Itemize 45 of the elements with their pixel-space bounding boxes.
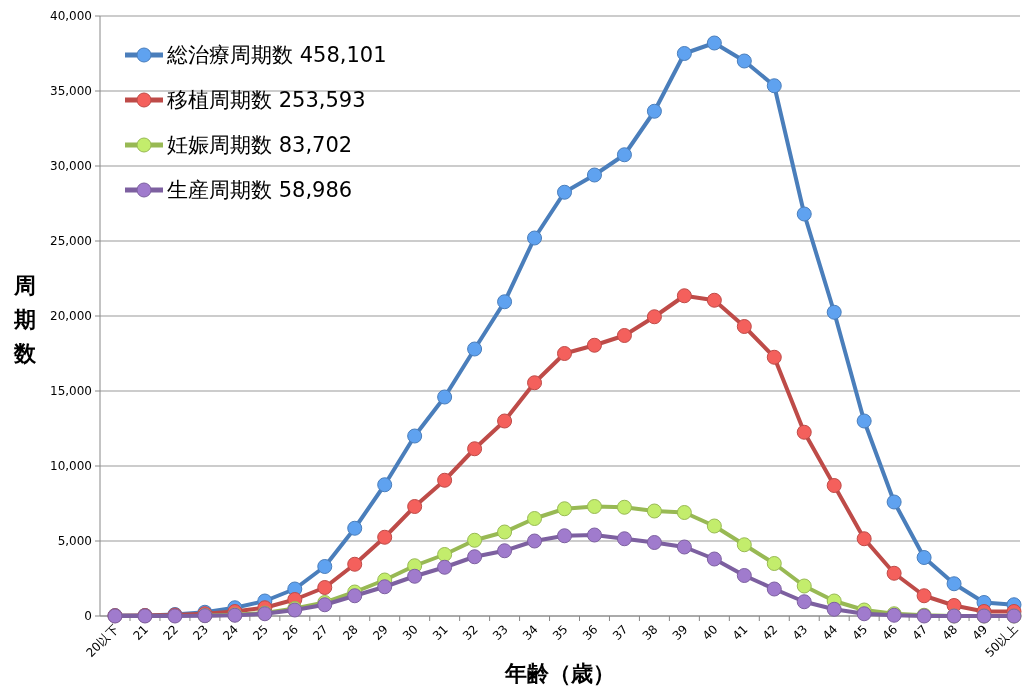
x-tick-label: 22 [160,622,182,643]
legend-label: 移植周期数 253,593 [167,88,366,113]
x-tick-label: 33 [489,622,511,643]
legend-label: 妊娠周期数 83,702 [167,133,353,158]
x-tick-label: 25 [250,622,271,643]
x-tick-label: 45 [849,622,871,643]
x-tick-label: 44 [819,622,841,643]
y-tick-label: 5,000 [57,534,92,549]
x-tick-label: 48 [939,622,961,643]
x-tick-label: 31 [430,622,451,643]
y-tick-label: 10,000 [50,459,92,474]
y-tick-label: 20,000 [50,309,92,324]
x-tick-label: 27 [310,622,331,643]
x-tick-label: 49 [969,622,991,643]
x-tick-label: 23 [190,622,212,643]
y-tick-label: 0 [84,609,92,624]
x-tick-label: 24 [220,622,241,643]
y-tick-label: 30,000 [50,159,92,174]
x-tick-label: 29 [370,622,391,643]
x-tick-label: 34 [519,622,541,643]
y-tick-label: 25,000 [50,234,92,249]
x-tick-label: 30 [400,622,421,643]
y-tick-label: 40,000 [50,9,92,24]
x-tick-label: 40 [699,622,721,643]
x-tick-label: 37 [609,622,631,643]
y-tick-label: 15,000 [50,384,92,399]
x-tick-label: 35 [549,622,571,643]
x-tick-label: 32 [460,622,481,643]
x-tick-label: 46 [879,622,901,643]
x-tick-label: 26 [280,622,301,643]
x-tick-label: 28 [340,622,361,643]
x-tick-label: 43 [789,622,811,643]
x-tick-label: 20以下 [83,622,122,660]
x-axis-title: 年齢（歳） [504,661,615,686]
x-tick-label: 38 [639,622,661,643]
x-tick-label: 41 [729,622,751,643]
legend-label: 総治療周期数 458,101 [166,43,387,68]
x-tick-label: 39 [669,622,691,643]
x-tick-label: 21 [130,622,152,643]
x-tick-label: 36 [579,622,601,643]
x-tick-label: 47 [909,622,931,643]
x-tick-label: 42 [759,622,781,643]
legend-label: 生産周期数 58,986 [167,178,353,203]
y-axis-title: 周期数 [13,273,37,366]
y-tick-label: 35,000 [50,84,92,99]
